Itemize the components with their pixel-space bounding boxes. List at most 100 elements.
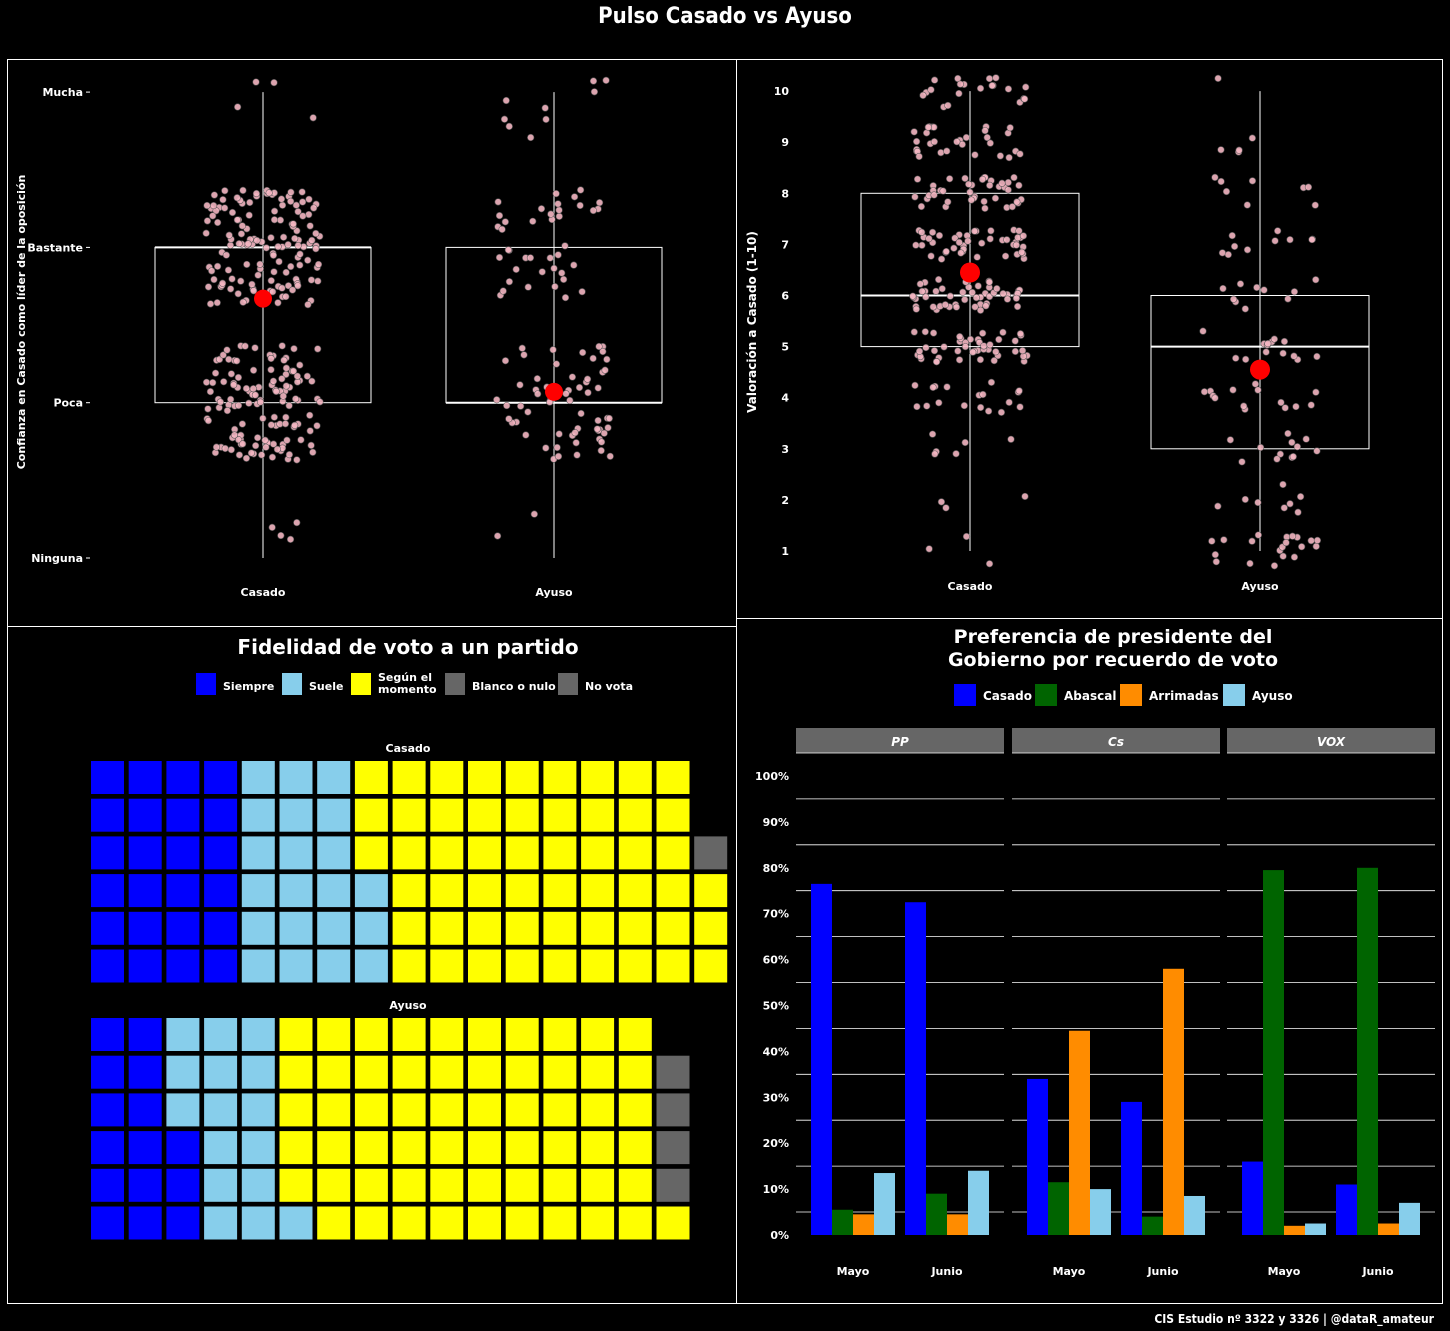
waffle-cell: [241, 798, 275, 832]
data-point: [1312, 276, 1320, 284]
data-point: [1012, 241, 1020, 249]
waffle-cell: [91, 761, 124, 794]
data-point: [972, 294, 981, 302]
data-point: [304, 301, 312, 309]
data-point: [269, 440, 278, 448]
data-point: [214, 218, 222, 227]
data-point: [1279, 349, 1287, 357]
waffle-cell: [354, 874, 388, 908]
waffle-cell: [354, 1206, 388, 1240]
bar: [1142, 1216, 1163, 1235]
data-point: [261, 436, 269, 444]
data-point: [1238, 458, 1246, 466]
data-point: [913, 402, 921, 411]
data-point: [942, 247, 950, 256]
data-point: [911, 381, 919, 389]
waffle-cell: [543, 1131, 577, 1165]
waffle-cell: [354, 836, 388, 870]
data-point: [1273, 455, 1281, 463]
mean-point: [254, 289, 272, 308]
data-point: [910, 328, 918, 336]
data-point: [1200, 388, 1209, 396]
data-point: [978, 239, 986, 247]
waffle-cell: [204, 1055, 238, 1089]
waffle-cell: [128, 1131, 162, 1165]
panel-valoracion: 1 2 3 4 5 6 7 8 9 10 Valoración a Casado (1-10) Cas…: [736, 59, 1443, 619]
waffle-cell: [618, 1093, 652, 1127]
data-point: [946, 175, 954, 183]
data-point: [533, 375, 541, 383]
data-point: [1313, 447, 1321, 455]
data-point: [527, 133, 535, 142]
data-point: [925, 234, 933, 243]
waffle-cell: [91, 1168, 124, 1202]
data-point: [584, 389, 592, 397]
data-point: [310, 204, 318, 212]
waffle-cell: [392, 1018, 426, 1051]
waffle-cell: [430, 1168, 464, 1202]
data-point: [1011, 347, 1019, 356]
data-point: [268, 523, 276, 531]
data-point: [1018, 347, 1027, 355]
panel-fidelidad: Fidelidad de voto a un partido Siempre Sue…: [7, 626, 737, 1304]
data-point: [235, 240, 243, 248]
data-point: [1013, 198, 1021, 206]
waffle-cell: [581, 1168, 615, 1202]
waffle-cell: [91, 836, 124, 870]
data-point: [278, 284, 286, 292]
data-point: [1219, 284, 1227, 293]
data-point: [1003, 295, 1012, 303]
bar: [1284, 1225, 1305, 1235]
data-point: [912, 137, 921, 146]
legend-label: Siempre: [223, 680, 274, 693]
bar: [832, 1209, 853, 1235]
data-point: [1254, 498, 1262, 507]
data-point: [538, 268, 546, 276]
waffle-cell: [581, 949, 615, 983]
data-point: [1307, 401, 1315, 409]
waffle-cell: [241, 1168, 275, 1202]
data-point: [922, 293, 930, 301]
data-point: [1284, 429, 1292, 438]
data-point: [314, 260, 323, 269]
y-tick-label: 8: [781, 187, 789, 200]
data-point: [990, 357, 998, 365]
waffle-cell: [354, 1055, 388, 1089]
data-point: [950, 244, 958, 252]
waffle-cell: [468, 949, 501, 983]
data-point: [501, 218, 509, 226]
waffle-cell: [581, 1018, 615, 1051]
data-point: [256, 398, 265, 406]
waffle-cell: [354, 949, 388, 983]
waffle-cell: [543, 1093, 577, 1127]
facet-label: Ayuso: [389, 999, 427, 1012]
data-point: [272, 387, 280, 396]
y-axis-label: Valoración a Casado (1-10): [745, 231, 759, 413]
data-point: [502, 96, 510, 105]
data-point: [961, 174, 969, 182]
data-point: [303, 372, 311, 380]
data-point: [1289, 453, 1297, 461]
bar: [1069, 1030, 1090, 1235]
y-tick-label: Mucha: [42, 86, 83, 99]
data-point: [1248, 177, 1257, 185]
data-point: [542, 115, 550, 123]
waffle-cell: [505, 1018, 539, 1051]
facet-label: Casado: [386, 742, 431, 755]
data-point: [1286, 236, 1294, 244]
data-point: [224, 266, 233, 274]
bar: [1184, 1195, 1205, 1235]
data-point: [1199, 327, 1207, 335]
data-point: [1260, 286, 1268, 294]
waffle-cell: [392, 798, 426, 832]
data-point: [924, 123, 932, 131]
waffle-cell: [694, 911, 728, 945]
data-point: [204, 405, 212, 413]
data-point: [230, 431, 239, 439]
data-point: [219, 351, 227, 359]
data-point: [279, 392, 287, 400]
waffle-cell: [543, 1206, 577, 1240]
waffle-cell: [128, 1018, 162, 1051]
waffle-cell: [694, 874, 728, 908]
data-point: [239, 440, 247, 448]
